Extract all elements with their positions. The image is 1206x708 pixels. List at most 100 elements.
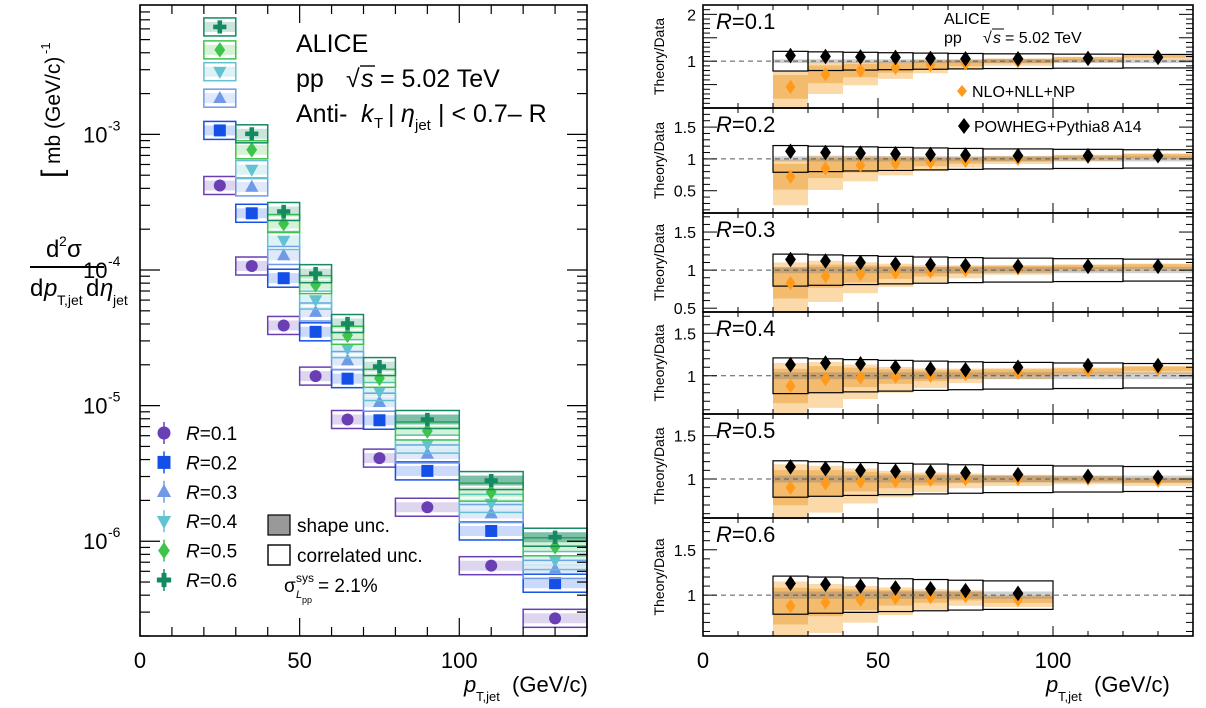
left-system-label: pp [296,65,324,93]
ylabel-numerator: d [46,236,59,263]
powheg-point [820,48,831,65]
nlo-point [785,275,796,291]
powheg-point [960,362,971,378]
correlated-unc-box [330,313,365,334]
legend-label: R=0.4 [186,512,238,533]
data-point [310,276,322,293]
legend-marker [156,516,172,529]
powheg-point [785,143,796,160]
legend-label: R=0.6 [186,571,237,592]
y-tick-exponent: -3 [108,117,121,133]
nlo-point [855,63,866,78]
y-tick-label: 1 [687,263,696,280]
powheg-point [1012,147,1024,164]
powheg-legend-label: POWHEG+Pythia8 A14 [974,119,1142,136]
left-abs-bar: | [388,100,395,128]
svg-text:p: p [463,672,476,697]
ratio-pad-2: 0.5 1 1.5 R=0.2 Theory/Data [651,107,1194,214]
y-tick-exponent: -5 [108,389,121,405]
y-tick-label: 1.5 [674,429,696,446]
svg-text:√: √ [983,30,992,47]
svg-text:η: η [100,275,113,302]
right-x-axis-title: p T,jet (GeV/c) [1045,672,1170,704]
nlo-point [785,480,796,495]
pad-ylabel: Theory/Data [651,122,667,199]
data-point [485,524,498,537]
powheg-point [1152,258,1164,275]
y-tick-exponent: -6 [108,524,121,540]
ylabel-unit: mb (GeV/c) [42,57,65,164]
nlo-point [855,158,866,173]
data-point [277,235,291,248]
powheg-point [1082,258,1094,275]
correlated-unc-box [235,140,269,160]
shape-unc-band [773,591,808,599]
data-point [213,20,227,34]
powheg-point [785,459,796,475]
theory-data-ratio-plot: 1 2 R=0.1 Theory/Data 0.5 1 1.5 R=0.2 Theory/Dat… [651,4,1194,673]
powheg-point [925,50,936,67]
svg-text:T,jet: T,jet [1058,689,1082,704]
powheg-point [820,576,831,593]
powheg-point [855,356,866,372]
series-R-02 [203,120,588,593]
right-energy-label: = 5.02 TeV [1005,30,1082,47]
data-point [213,124,226,137]
powheg-point [785,47,796,64]
nlo-point [820,161,831,176]
data-point [373,414,386,427]
svg-text:[: [ [36,169,69,178]
data-point [373,452,386,465]
y-tick-label: 1 [687,152,696,169]
y-tick-label: 10 [83,122,107,147]
x-tick-label: 0 [697,648,709,673]
powheg-point [1012,466,1024,483]
powheg-point [820,460,831,477]
powheg-point [890,580,901,596]
left-unc-legend: shape unc. correlated unc. σ sys L pp = … [267,514,423,605]
nlo-point [855,370,866,385]
data-point [548,555,562,568]
nlo-point [890,265,901,280]
pad-ylabel: Theory/Data [651,224,667,301]
data-point [341,372,354,385]
y-tick-exponent: -4 [108,253,121,269]
ratio-pad-6: 1 1.5 R=0.6 Theory/Data [651,517,1194,637]
nlo-point [855,266,866,282]
svg-text:s: s [993,30,1001,47]
x-tick-label: 50 [287,648,311,673]
svg-text:jet: jet [112,292,128,308]
ratio-pad-5: 1 1.5 R=0.5 Theory/Data [651,413,1194,519]
powheg-point [890,146,901,162]
correlated-unc-box [266,230,301,251]
data-point [340,316,355,331]
powheg-point [890,49,901,66]
nlo-point [785,79,796,95]
ratio-pad-4: 1 1.5 R=0.4 Theory/Data [651,311,1194,415]
data-point [340,353,355,366]
correlated-unc-box [235,256,269,276]
x-tick-label: 100 [441,648,478,673]
y-tick-label: 0.5 [674,301,696,318]
y-tick-label: 0.5 [674,184,696,201]
correlated-unc-box [362,356,397,377]
data-point [309,304,323,317]
powheg-point [1012,585,1024,602]
data-point [213,90,227,103]
ratio-pad-3: 0.5 1 1.5 R=0.3 Theory/Data [651,212,1194,318]
nlo-point [855,474,866,489]
data-point [548,562,562,575]
powheg-legend-marker [958,118,970,134]
svg-text:T,jet: T,jet [476,689,500,704]
left-kt-sub: T [374,115,383,132]
ratio-pad-1: 1 2 R=0.1 Theory/Data [651,4,1194,109]
shape-unc-band [773,372,808,380]
nlo-point [890,60,901,75]
powheg-point [925,146,936,163]
y-tick-label: 1 [687,369,696,386]
pad-ylabel: Theory/Data [651,18,667,95]
left-annotation: ALICE pp √ s = 5.02 TeV Anti- k T | η je… [296,30,547,134]
powheg-point [1082,468,1094,485]
data-point [277,204,291,219]
left-s-symbol: s [361,65,374,93]
